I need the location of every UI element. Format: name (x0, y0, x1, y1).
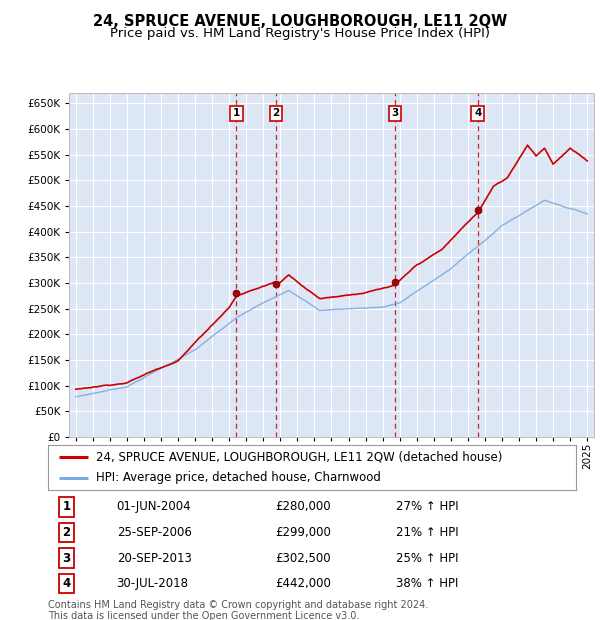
Text: 25% ↑ HPI: 25% ↑ HPI (397, 552, 459, 565)
Text: 1: 1 (233, 108, 240, 118)
Text: £280,000: £280,000 (275, 500, 331, 513)
Text: 30-JUL-2018: 30-JUL-2018 (116, 577, 188, 590)
Text: 01-JUN-2004: 01-JUN-2004 (116, 500, 191, 513)
Text: 20-SEP-2013: 20-SEP-2013 (116, 552, 191, 565)
Text: HPI: Average price, detached house, Charnwood: HPI: Average price, detached house, Char… (95, 471, 380, 484)
Text: 2: 2 (62, 526, 71, 539)
Text: 24, SPRUCE AVENUE, LOUGHBOROUGH, LE11 2QW: 24, SPRUCE AVENUE, LOUGHBOROUGH, LE11 2Q… (93, 14, 507, 29)
Text: Contains HM Land Registry data © Crown copyright and database right 2024.
This d: Contains HM Land Registry data © Crown c… (48, 600, 428, 620)
Text: 3: 3 (62, 552, 71, 565)
Text: 2: 2 (272, 108, 280, 118)
Text: 4: 4 (474, 108, 481, 118)
Text: 1: 1 (62, 500, 71, 513)
Text: 4: 4 (62, 577, 71, 590)
Text: £299,000: £299,000 (275, 526, 331, 539)
Text: 38% ↑ HPI: 38% ↑ HPI (397, 577, 459, 590)
Text: Price paid vs. HM Land Registry's House Price Index (HPI): Price paid vs. HM Land Registry's House … (110, 27, 490, 40)
Text: 24, SPRUCE AVENUE, LOUGHBOROUGH, LE11 2QW (detached house): 24, SPRUCE AVENUE, LOUGHBOROUGH, LE11 2Q… (95, 451, 502, 464)
Text: 27% ↑ HPI: 27% ↑ HPI (397, 500, 459, 513)
Text: £442,000: £442,000 (275, 577, 331, 590)
Text: 21% ↑ HPI: 21% ↑ HPI (397, 526, 459, 539)
Text: £302,500: £302,500 (275, 552, 331, 565)
Text: 3: 3 (391, 108, 398, 118)
Text: 25-SEP-2006: 25-SEP-2006 (116, 526, 191, 539)
